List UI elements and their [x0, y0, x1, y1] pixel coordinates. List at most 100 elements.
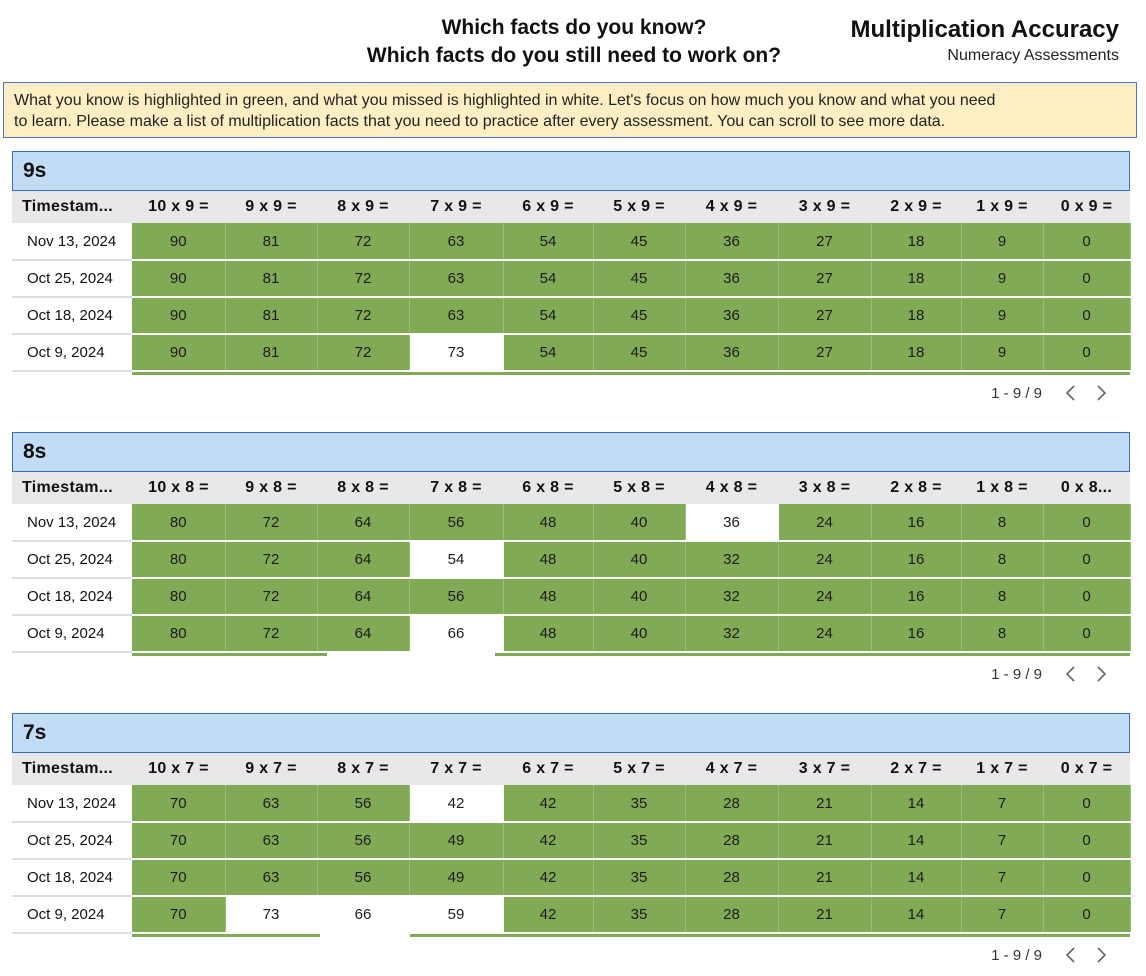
column-header[interactable]: 6 x 9 = [503, 191, 593, 223]
answer-cell-correct: 40 [593, 541, 686, 579]
next-page-button[interactable] [1086, 946, 1116, 964]
answer-cell-correct: 18 [871, 223, 962, 261]
facts-table: Timestam... 10 x 9 = 9 x 9 = 8 x 9 = 7 x 9 =… [12, 191, 1131, 372]
column-header[interactable]: 0 x 7 = [1043, 753, 1130, 785]
column-header[interactable]: 2 x 7 = [871, 753, 961, 785]
answer-cell-correct: 32 [685, 578, 779, 616]
answer-cell-correct: 0 [1043, 896, 1131, 934]
report-subtitle: Numeracy Assessments [947, 47, 1119, 64]
row-date: Oct 9, 2024 [12, 896, 132, 934]
column-header[interactable]: 1 x 9 = [961, 191, 1043, 223]
answer-cell-correct: 63 [225, 785, 318, 823]
table-row: Oct 9, 2024 80 72 64 66 48 40 32 24 16 8 0 [12, 615, 1131, 653]
row-date: Oct 9, 2024 [12, 334, 132, 372]
column-header[interactable]: 4 x 9 = [685, 191, 778, 223]
answer-cell-correct: 8 [961, 615, 1044, 653]
answer-cell-correct: 36 [685, 223, 779, 261]
answer-cell-correct: 21 [778, 785, 872, 823]
answer-cell-correct: 70 [132, 785, 226, 823]
column-header[interactable]: 9 x 9 = [225, 191, 317, 223]
header-questions: Which facts do you know? Which facts do … [300, 14, 848, 70]
column-header[interactable]: 5 x 7 = [593, 753, 685, 785]
answer-cell-correct: 0 [1043, 785, 1131, 823]
column-header[interactable]: 0 x 8... [1043, 472, 1130, 504]
more-rows-indicator [12, 934, 1130, 937]
answer-cell-correct: 27 [778, 297, 872, 335]
column-header[interactable]: 5 x 8 = [593, 472, 685, 504]
answer-cell-missed: 73 [409, 334, 504, 372]
column-header[interactable]: 10 x 9 = [132, 191, 225, 223]
column-header[interactable]: 3 x 9 = [778, 191, 871, 223]
answer-cell-correct: 63 [409, 223, 504, 261]
answer-cell-correct: 81 [225, 334, 318, 372]
answer-cell-correct: 27 [778, 260, 872, 298]
previous-page-button[interactable] [1056, 665, 1086, 683]
column-header[interactable]: 4 x 8 = [685, 472, 778, 504]
strip-segment [132, 372, 1130, 375]
answer-cell-correct: 7 [961, 785, 1044, 823]
column-header[interactable]: 1 x 8 = [961, 472, 1043, 504]
column-header[interactable]: 8 x 8 = [317, 472, 409, 504]
column-header[interactable]: 5 x 9 = [593, 191, 685, 223]
answer-cell-correct: 72 [317, 297, 410, 335]
answer-cell-correct: 56 [409, 504, 504, 542]
answer-cell-correct: 90 [132, 223, 226, 261]
next-page-button[interactable] [1086, 665, 1116, 683]
column-header[interactable]: 2 x 8 = [871, 472, 961, 504]
column-header[interactable]: 2 x 9 = [871, 191, 961, 223]
row-date: Oct 18, 2024 [12, 297, 132, 335]
column-header[interactable]: 8 x 9 = [317, 191, 409, 223]
answer-cell-correct: 18 [871, 297, 962, 335]
column-header[interactable]: 0 x 9 = [1043, 191, 1130, 223]
previous-page-button[interactable] [1056, 384, 1086, 402]
answer-cell-correct: 9 [961, 297, 1044, 335]
answer-cell-correct: 63 [409, 260, 504, 298]
instructions-box: What you know is highlighted in green, a… [3, 82, 1137, 138]
column-header-timestamp[interactable]: Timestam... [12, 191, 132, 223]
column-header[interactable]: 7 x 8 = [409, 472, 503, 504]
next-page-button[interactable] [1086, 384, 1116, 402]
column-header[interactable]: 6 x 8 = [503, 472, 593, 504]
table-row: Oct 18, 2024 70 63 56 49 42 35 28 21 14 7 0 [12, 859, 1131, 897]
answer-cell-correct: 28 [685, 822, 779, 860]
answer-cell-correct: 36 [685, 260, 779, 298]
answer-cell-correct: 90 [132, 297, 226, 335]
previous-page-button[interactable] [1056, 946, 1086, 964]
column-header[interactable]: 4 x 7 = [685, 753, 778, 785]
chevron-left-icon [1065, 385, 1075, 401]
column-header[interactable]: 3 x 7 = [778, 753, 871, 785]
column-header[interactable]: 10 x 8 = [132, 472, 225, 504]
answer-cell-correct: 0 [1043, 297, 1131, 335]
answer-cell-correct: 81 [225, 223, 318, 261]
answer-cell-correct: 0 [1043, 541, 1131, 579]
answer-cell-correct: 24 [778, 615, 872, 653]
table-section-7s: 7s Timestam... 10 x 7 = 9 x 7 = 8 x 7 = 7 x 7… [12, 713, 1131, 964]
facts-table: Timestam... 10 x 7 = 9 x 7 = 8 x 7 = 7 x 7 =… [12, 753, 1131, 934]
column-header[interactable]: 7 x 9 = [409, 191, 503, 223]
answer-cell-correct: 54 [503, 297, 594, 335]
answer-cell-correct: 8 [961, 578, 1044, 616]
answer-cell-correct: 28 [685, 785, 779, 823]
column-header[interactable]: 3 x 8 = [778, 472, 871, 504]
column-header[interactable]: 9 x 7 = [225, 753, 317, 785]
column-header-timestamp[interactable]: Timestam... [12, 753, 132, 785]
answer-cell-correct: 40 [593, 504, 686, 542]
column-header-timestamp[interactable]: Timestam... [12, 472, 132, 504]
answer-cell-correct: 0 [1043, 859, 1131, 897]
column-header[interactable]: 10 x 7 = [132, 753, 225, 785]
column-header[interactable]: 7 x 7 = [409, 753, 503, 785]
answer-cell-correct: 24 [778, 504, 872, 542]
column-header[interactable]: 1 x 7 = [961, 753, 1043, 785]
answer-cell-correct: 28 [685, 859, 779, 897]
table-section-8s: 8s Timestam... 10 x 8 = 9 x 8 = 8 x 8 = 7 x 8… [12, 432, 1131, 683]
answer-cell-correct: 9 [961, 334, 1044, 372]
answer-cell-correct: 8 [961, 541, 1044, 579]
column-header[interactable]: 8 x 7 = [317, 753, 409, 785]
column-header[interactable]: 6 x 7 = [503, 753, 593, 785]
column-header[interactable]: 9 x 8 = [225, 472, 317, 504]
answer-cell-correct: 27 [778, 223, 872, 261]
answer-cell-correct: 42 [503, 822, 594, 860]
strip-segment [410, 934, 1130, 937]
answer-cell-correct: 48 [503, 615, 594, 653]
table-row: Oct 18, 2024 80 72 64 56 48 40 32 24 16 8 0 [12, 578, 1131, 616]
